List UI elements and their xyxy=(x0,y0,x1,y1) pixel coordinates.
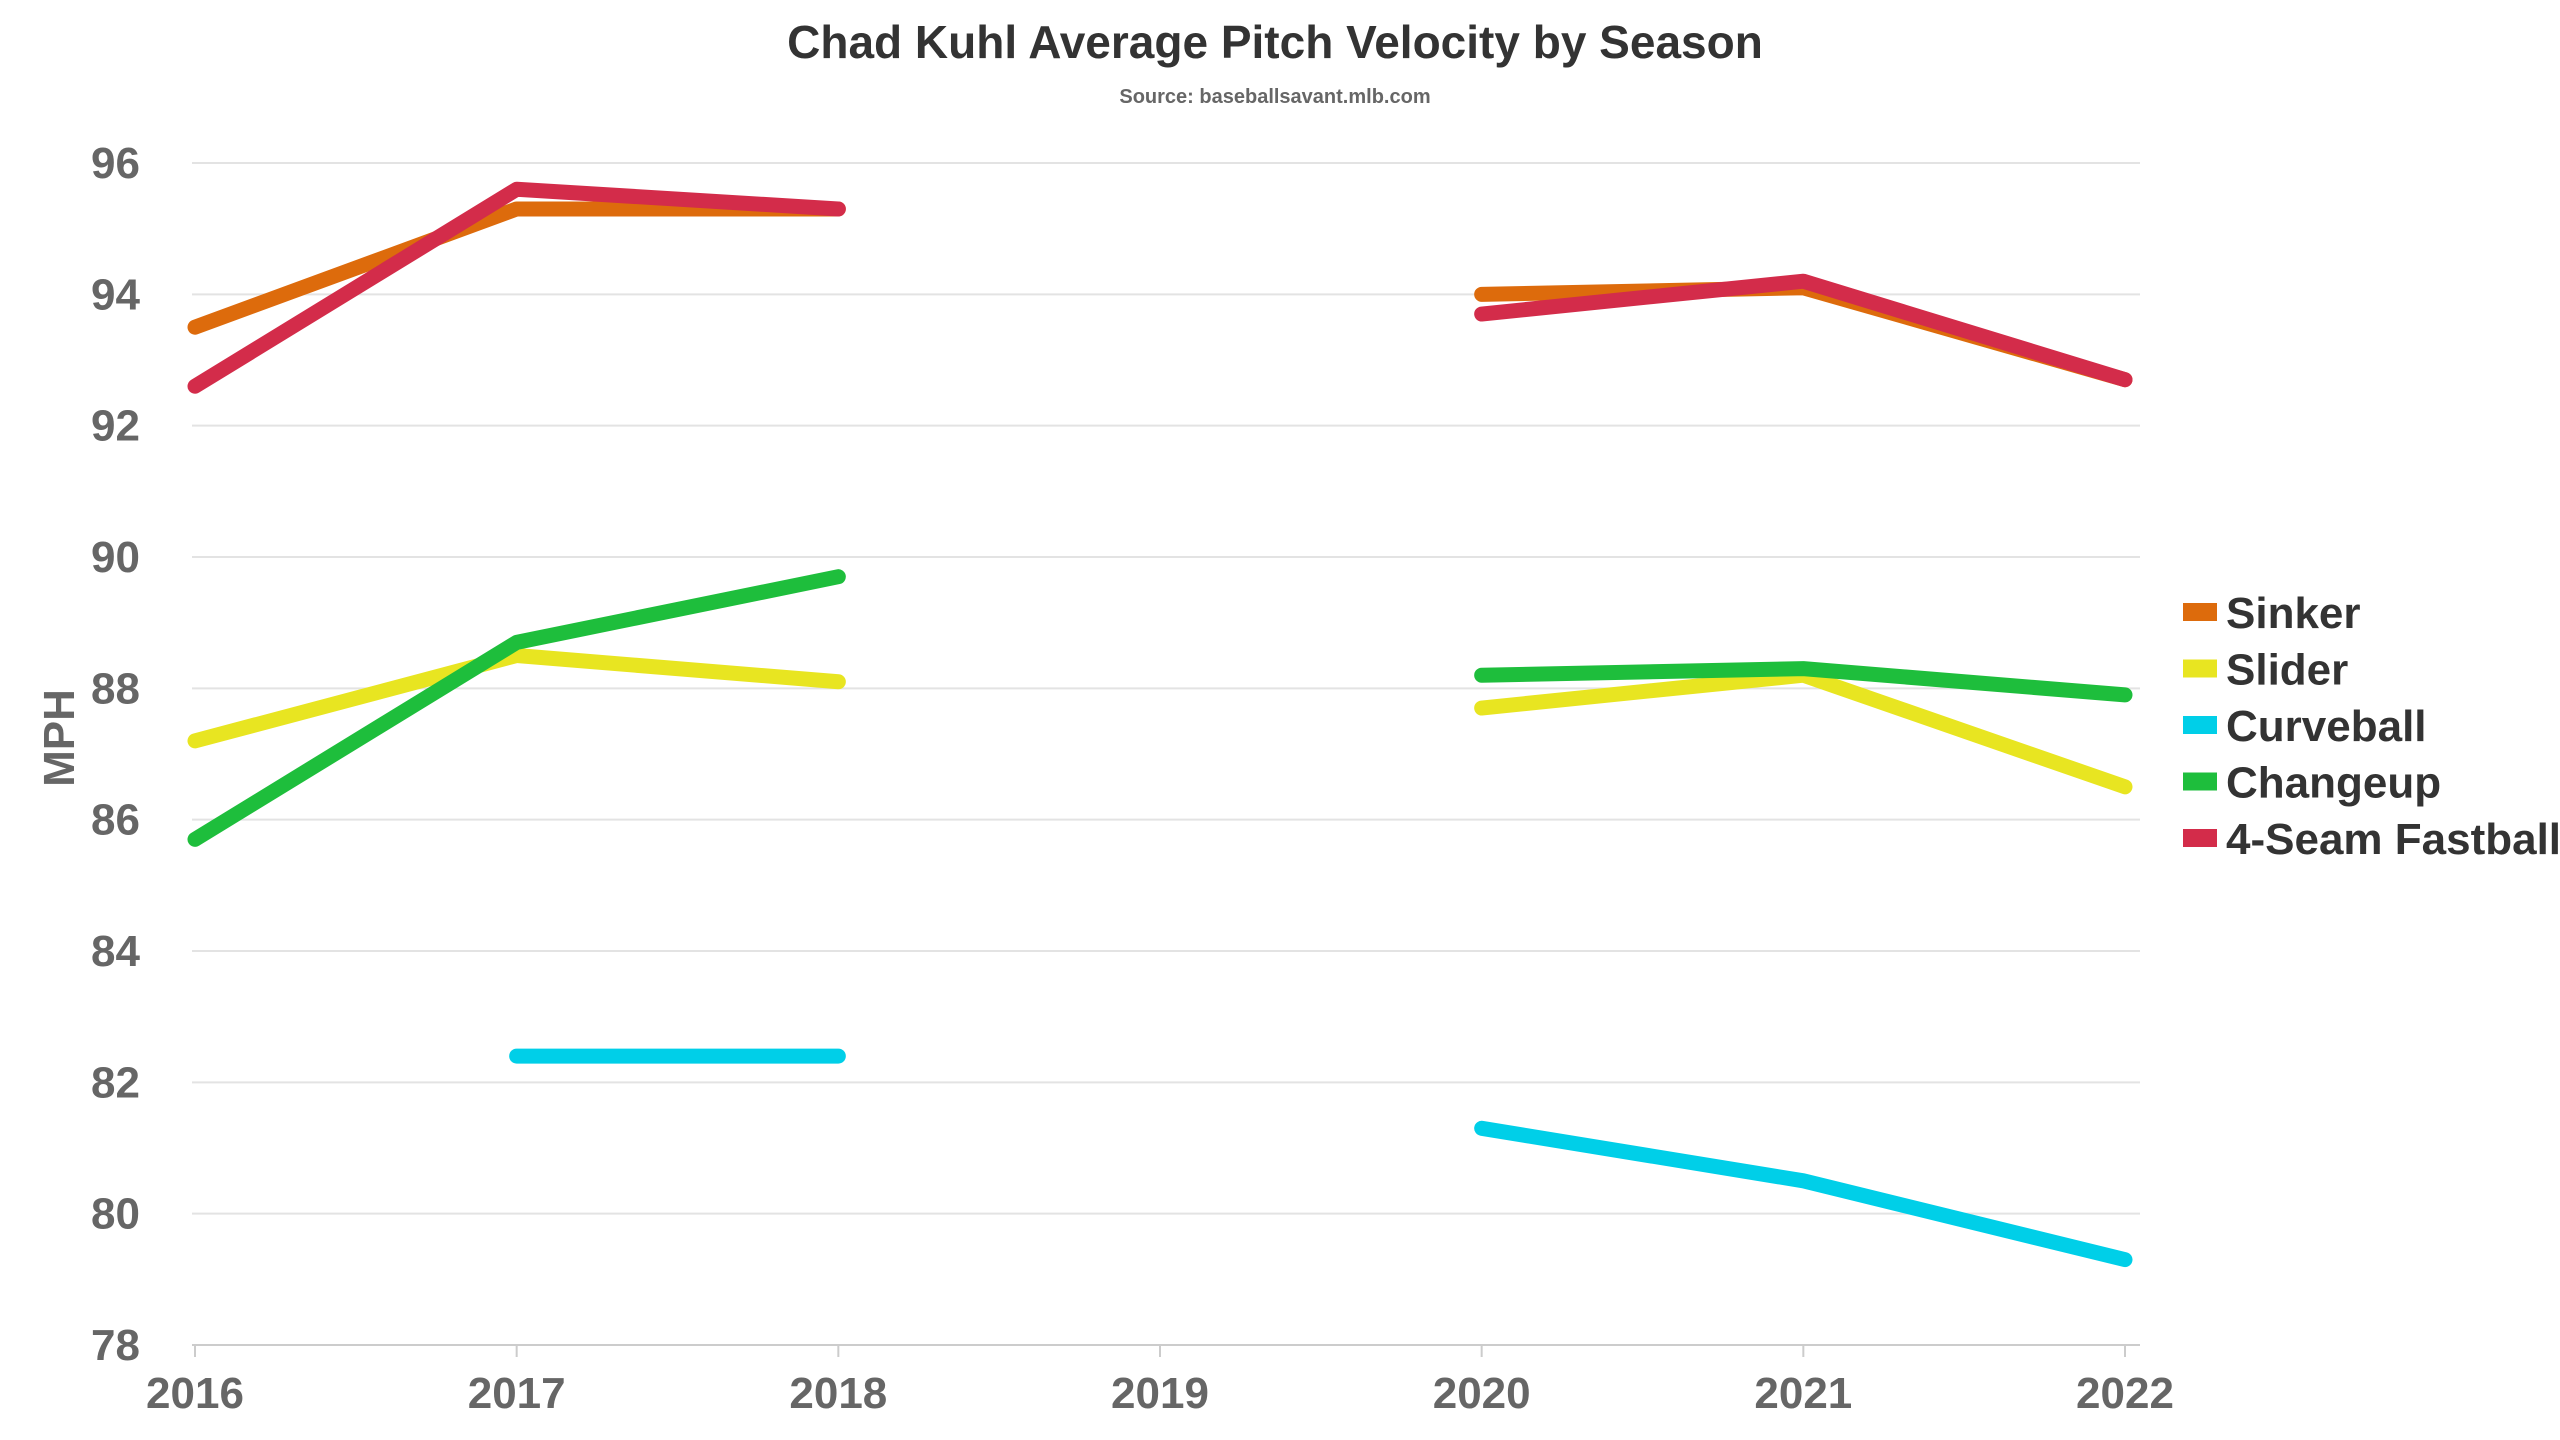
legend-item: Slider xyxy=(2183,646,2348,695)
chart-title: Chad Kuhl Average Pitch Velocity by Seas… xyxy=(787,16,1763,68)
legend: Sinker Slider Curveball Changeup 4-Seam Fast… xyxy=(2183,589,2560,864)
legend-label: Curveball xyxy=(2226,702,2427,751)
x-tick-label: 2017 xyxy=(468,1369,566,1418)
series-line-segment xyxy=(1474,661,2133,703)
legend-swatch xyxy=(2183,829,2217,847)
series-lines xyxy=(187,181,2133,1268)
y-tick-label: 86 xyxy=(91,796,140,845)
x-tick-label: 2019 xyxy=(1111,1369,1209,1418)
x-tick-label: 2018 xyxy=(789,1369,887,1418)
legend-label: 4-Seam Fastball xyxy=(2226,815,2560,864)
legend-label: Changeup xyxy=(2226,759,2441,808)
legend-item: Sinker xyxy=(2183,589,2361,638)
x-axis-ticks: 2016 2017 2018 2019 2020 2021 2022 xyxy=(146,1344,2174,1418)
x-tick-label: 2022 xyxy=(2076,1369,2174,1418)
y-tick-label: 88 xyxy=(91,664,140,713)
series-4-seam-fastball xyxy=(187,181,2133,394)
legend-item: Curveball xyxy=(2183,702,2427,751)
legend-item: 4-Seam Fastball xyxy=(2183,815,2560,864)
x-tick-label: 2016 xyxy=(146,1369,244,1418)
legend-swatch xyxy=(2183,716,2217,734)
x-tick-label: 2021 xyxy=(1754,1369,1852,1418)
series-line-segment xyxy=(1474,1120,2133,1268)
y-tick-label: 78 xyxy=(91,1321,140,1370)
y-tick-label: 94 xyxy=(91,270,140,319)
chart-subtitle: Source: baseballsavant.mlb.com xyxy=(1119,86,1430,108)
series-line-segment xyxy=(1474,273,2133,388)
series-line-segment xyxy=(187,201,846,335)
series-line-segment xyxy=(187,648,846,749)
series-curveball xyxy=(509,1048,2133,1268)
legend-label: Slider xyxy=(2226,646,2348,695)
y-tick-label: 80 xyxy=(91,1190,140,1239)
y-axis-ticks: 78 80 82 84 86 88 90 92 94 96 xyxy=(91,139,140,1370)
legend-swatch xyxy=(2183,772,2217,791)
legend-label: Sinker xyxy=(2226,589,2361,638)
series-line-segment xyxy=(187,569,846,847)
y-tick-label: 90 xyxy=(91,533,140,582)
y-tick-label: 96 xyxy=(91,139,140,188)
y-tick-label: 82 xyxy=(91,1058,140,1107)
gridlines xyxy=(192,162,2140,1215)
y-tick-label: 84 xyxy=(91,927,140,976)
legend-item: Changeup xyxy=(2183,759,2441,808)
legend-swatch xyxy=(2183,659,2217,678)
y-axis-title: MPH xyxy=(35,689,84,787)
series-changeup xyxy=(187,569,2133,847)
x-tick-label: 2020 xyxy=(1433,1369,1531,1418)
series-line-segment xyxy=(187,181,846,394)
y-tick-label: 92 xyxy=(91,402,140,451)
legend-swatch xyxy=(2183,603,2217,621)
